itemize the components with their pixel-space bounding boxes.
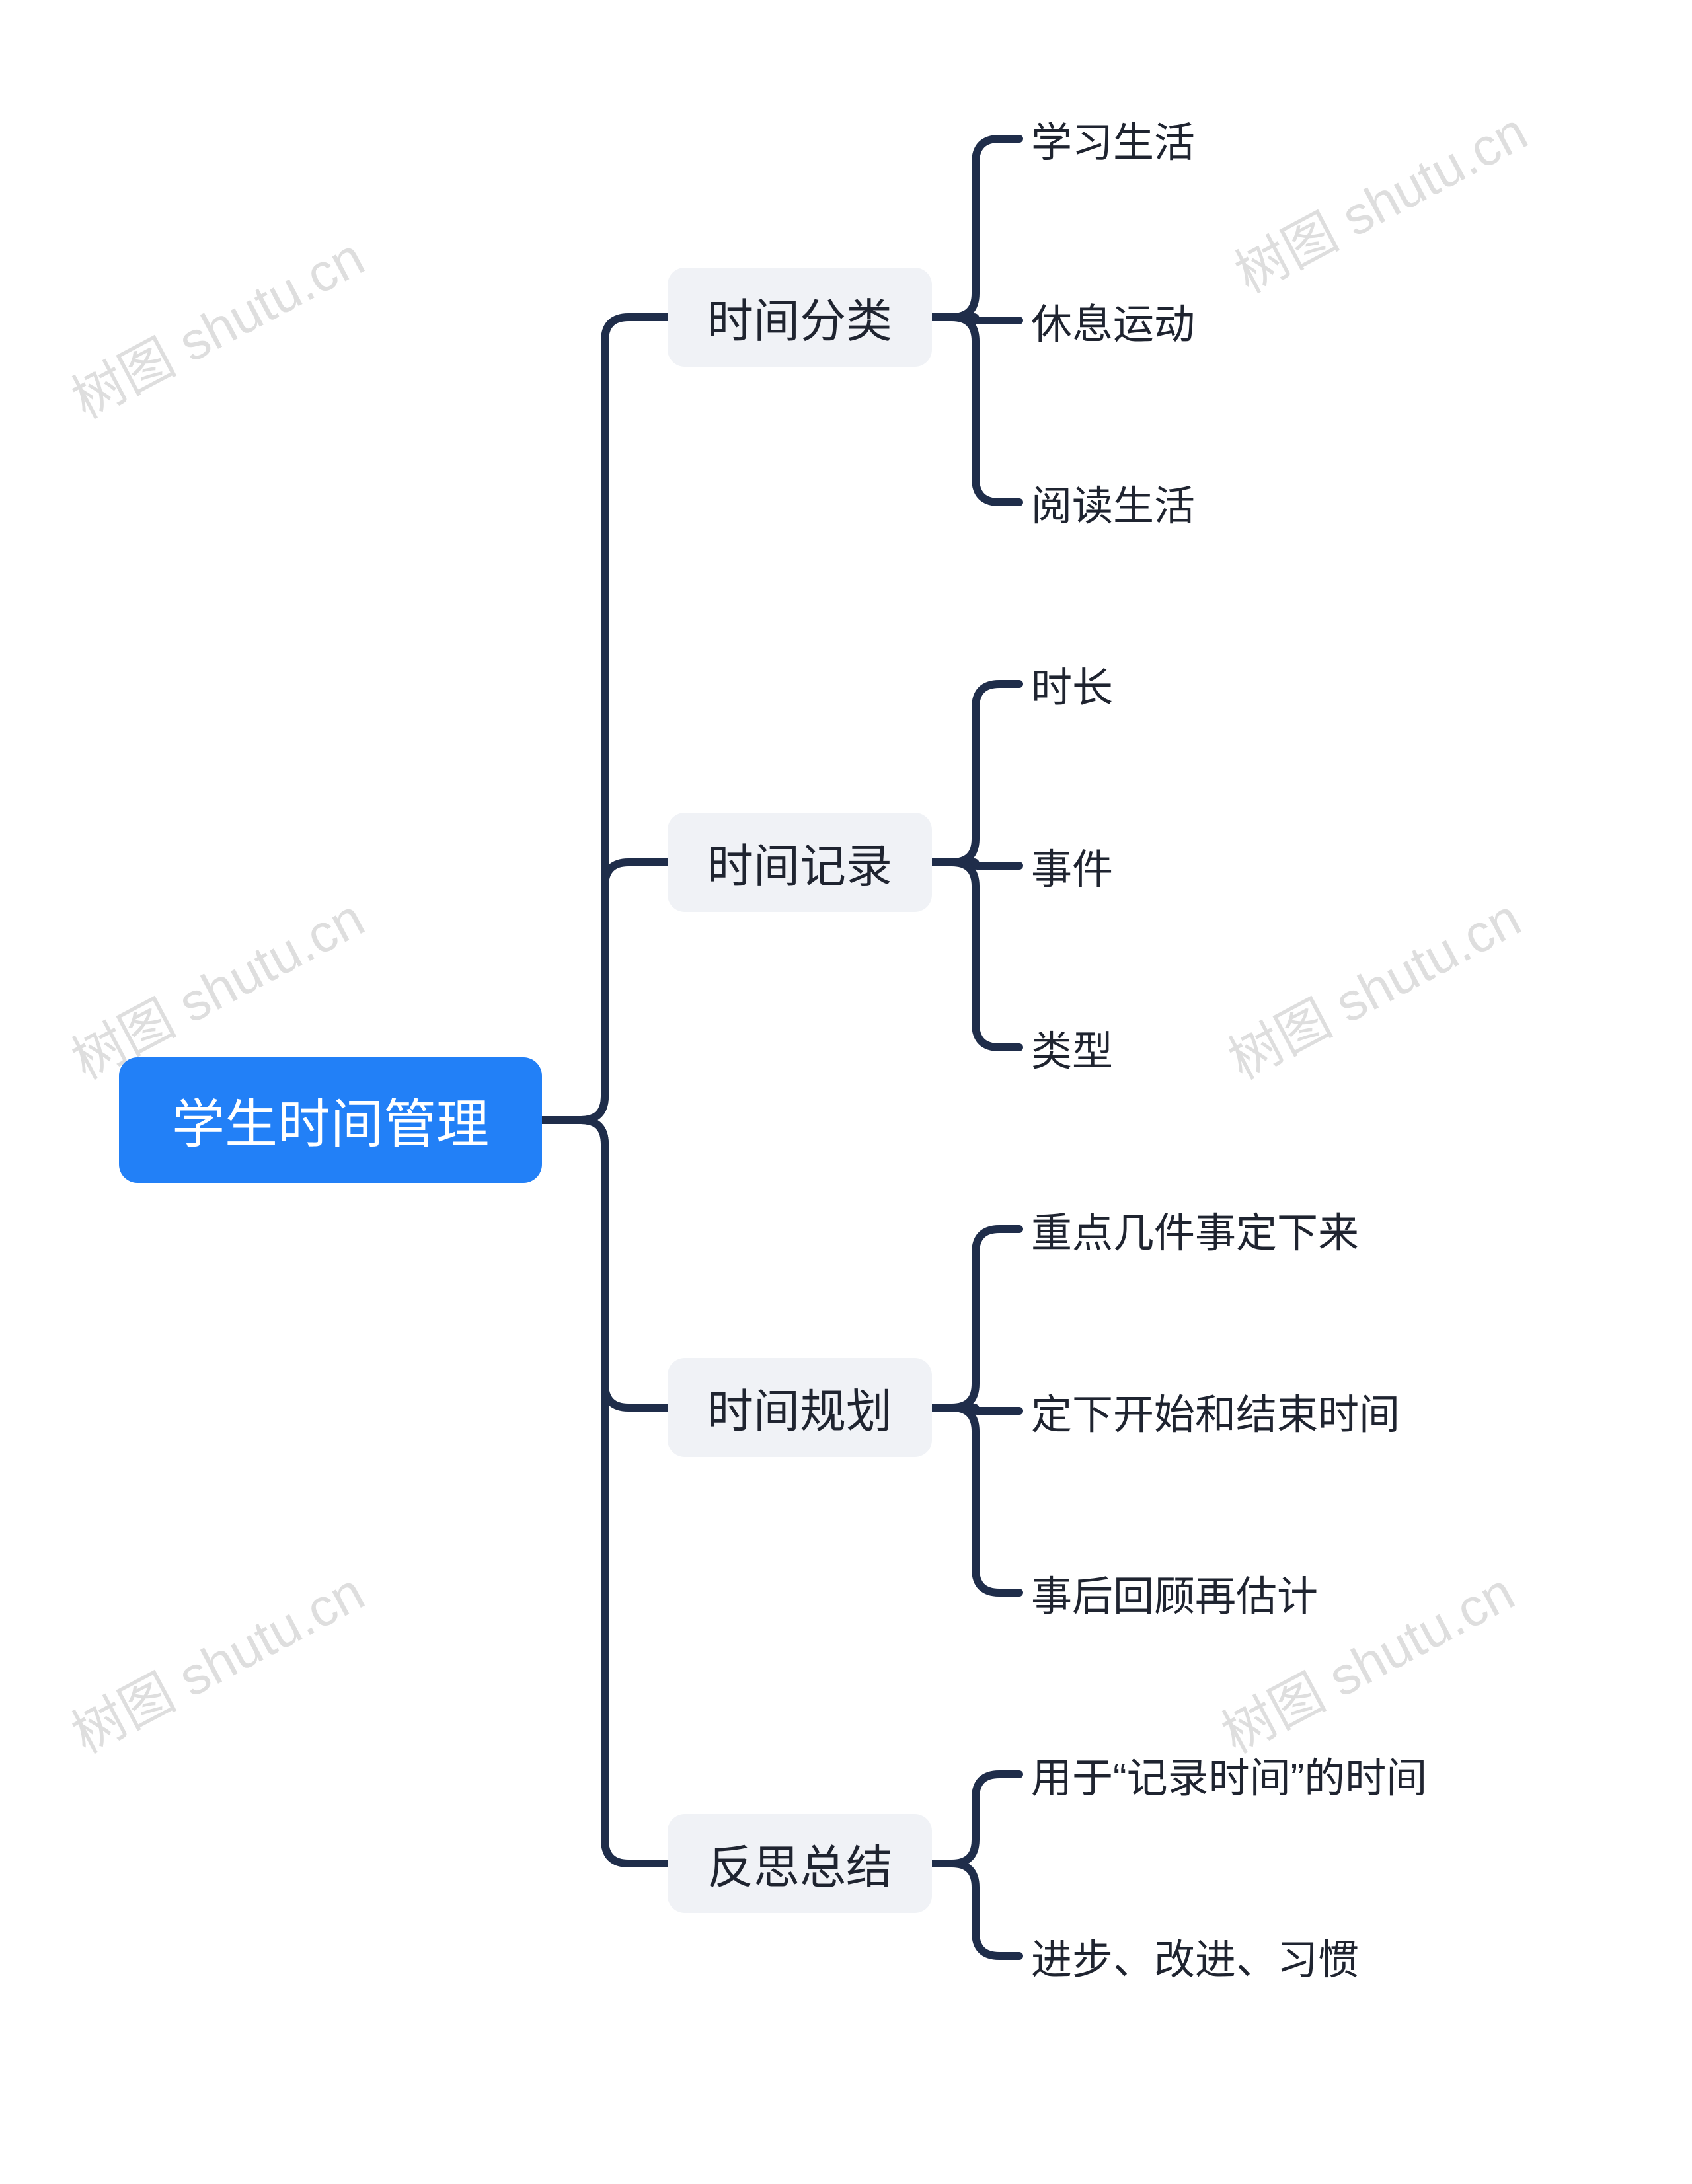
branch-node[interactable]: 时间分类 (668, 268, 932, 367)
connector (932, 1864, 1019, 1956)
connector (932, 1229, 1019, 1408)
connector (542, 1120, 668, 1408)
connector (932, 684, 1019, 862)
leaf-node[interactable]: 事后回顾再估计 (1031, 1566, 1318, 1619)
connector (542, 317, 668, 1120)
watermark: 树图 shutu.cn (57, 1550, 375, 1768)
connector (932, 317, 1019, 502)
branch-node[interactable]: 时间规划 (668, 1358, 932, 1457)
connector (932, 139, 1019, 317)
branch-node[interactable]: 反思总结 (668, 1814, 932, 1913)
root-node[interactable]: 学生时间管理 (119, 1057, 542, 1183)
leaf-node[interactable]: 类型 (1031, 1021, 1113, 1074)
leaf-node[interactable]: 用于“记录时间”的时间 (1031, 1748, 1427, 1801)
leaf-node[interactable]: 定下开始和结束时间 (1031, 1384, 1400, 1437)
watermark: 树图 shutu.cn (57, 215, 375, 433)
branch-node[interactable]: 时间记录 (668, 813, 932, 912)
leaf-node[interactable]: 事件 (1031, 839, 1113, 892)
leaf-node[interactable]: 阅读生活 (1031, 476, 1195, 529)
leaf-node[interactable]: 进步、改进、习惯 (1031, 1930, 1359, 1982)
leaf-node[interactable]: 重点几件事定下来 (1031, 1203, 1359, 1256)
connector (932, 1774, 1019, 1864)
connector (542, 1120, 668, 1864)
connector (932, 1408, 1019, 1593)
connector (932, 862, 1019, 866)
connector (542, 862, 668, 1120)
watermark: 树图 shutu.cn (1220, 90, 1539, 308)
connector (932, 1408, 1019, 1411)
mindmap-canvas: 树图 shutu.cn 树图 shutu.cn 树图 shutu.cn 树图 shut… (0, 0, 1692, 2184)
leaf-node[interactable]: 学习生活 (1031, 112, 1195, 165)
leaf-node[interactable]: 休息运动 (1031, 294, 1195, 347)
connector (932, 862, 1019, 1047)
leaf-node[interactable]: 时长 (1031, 658, 1113, 710)
connector (932, 317, 1019, 320)
watermark: 树图 shutu.cn (1213, 876, 1532, 1094)
